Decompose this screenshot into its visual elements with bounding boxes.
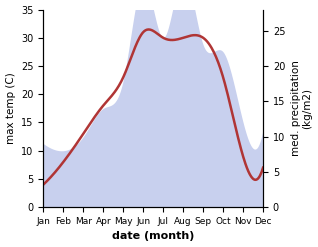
Y-axis label: max temp (C): max temp (C)	[5, 72, 16, 144]
X-axis label: date (month): date (month)	[112, 231, 194, 242]
Y-axis label: med. precipitation
(kg/m2): med. precipitation (kg/m2)	[291, 61, 313, 156]
